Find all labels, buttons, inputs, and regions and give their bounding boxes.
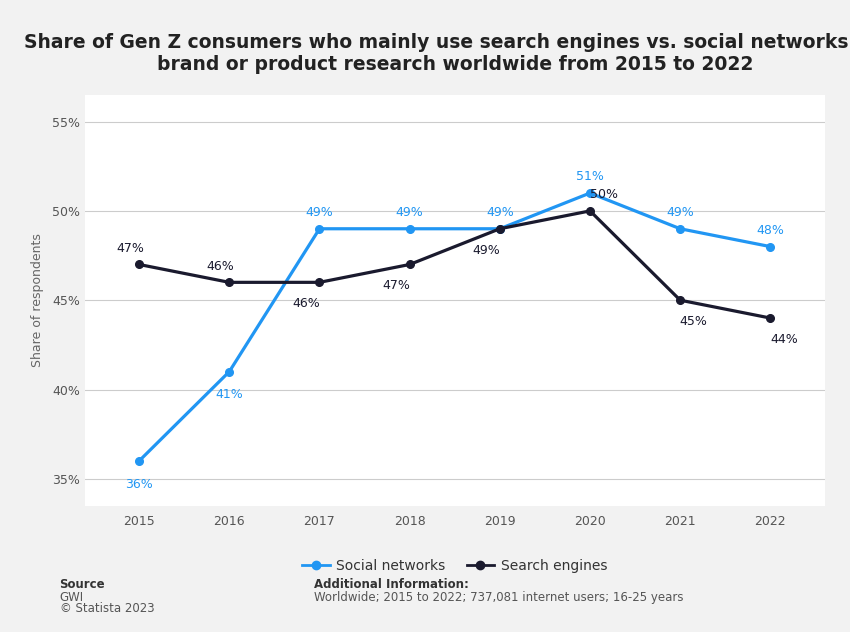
Text: © Statista 2023: © Statista 2023 <box>60 602 154 616</box>
Text: 44%: 44% <box>770 333 798 346</box>
Text: 46%: 46% <box>292 297 320 310</box>
Title: Share of Gen Z consumers who mainly use search engines vs. social networks for
b: Share of Gen Z consumers who mainly use … <box>24 33 850 74</box>
Text: 46%: 46% <box>207 260 234 273</box>
Legend: Social networks, Search engines: Social networks, Search engines <box>296 554 614 579</box>
Text: Source: Source <box>60 578 105 592</box>
Text: 49%: 49% <box>396 206 423 219</box>
Text: GWI: GWI <box>60 591 83 604</box>
Text: 49%: 49% <box>666 206 694 219</box>
Text: 51%: 51% <box>576 171 604 183</box>
Text: 41%: 41% <box>215 388 243 401</box>
Text: 48%: 48% <box>756 224 785 237</box>
Text: 49%: 49% <box>306 206 333 219</box>
Text: Additional Information:: Additional Information: <box>314 578 469 592</box>
Text: 36%: 36% <box>125 478 153 490</box>
Text: 49%: 49% <box>486 206 513 219</box>
Text: 50%: 50% <box>590 188 618 202</box>
Text: 47%: 47% <box>382 279 410 293</box>
Text: 49%: 49% <box>473 244 500 257</box>
Text: Worldwide; 2015 to 2022; 737,081 internet users; 16-25 years: Worldwide; 2015 to 2022; 737,081 interne… <box>314 591 684 604</box>
Text: 47%: 47% <box>116 242 144 255</box>
Y-axis label: Share of respondents: Share of respondents <box>31 233 44 367</box>
Text: 45%: 45% <box>680 315 708 328</box>
